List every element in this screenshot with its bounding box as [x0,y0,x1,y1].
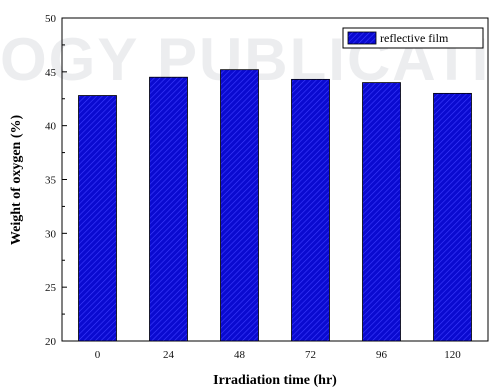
x-tick-label: 0 [95,349,101,361]
x-axis-title: Irradiation time (hr) [213,373,337,388]
bar-96 [362,82,401,342]
y-tick-label: 40 [45,121,57,133]
x-tick-label: 96 [376,349,388,361]
bar-0 [78,95,117,342]
bar-48 [220,69,259,342]
x-tick-label: 24 [163,349,175,361]
y-tick-label: 30 [45,228,57,240]
legend-label: reflective film [380,31,449,45]
legend-swatch [347,31,377,45]
bar-series [78,69,472,342]
x-tick-label: 120 [444,349,461,361]
legend-box [342,27,484,49]
bar-24 [149,76,188,342]
x-tick-label: 72 [305,349,316,361]
y-tick-label: 45 [45,67,57,79]
bar-72 [291,78,330,342]
legend: reflective film [342,27,484,49]
bar-120 [433,92,472,342]
y-axis-title: Weight of oxygen (%) [9,115,24,246]
y-tick-label: 50 [45,13,57,25]
y-tick-label: 25 [45,282,57,294]
y-axis: 20 25 30 35 40 45 50 [45,13,67,348]
y-tick-label: 20 [45,336,57,348]
x-tick-label: 48 [234,349,246,361]
y-tick-label: 35 [45,175,57,187]
